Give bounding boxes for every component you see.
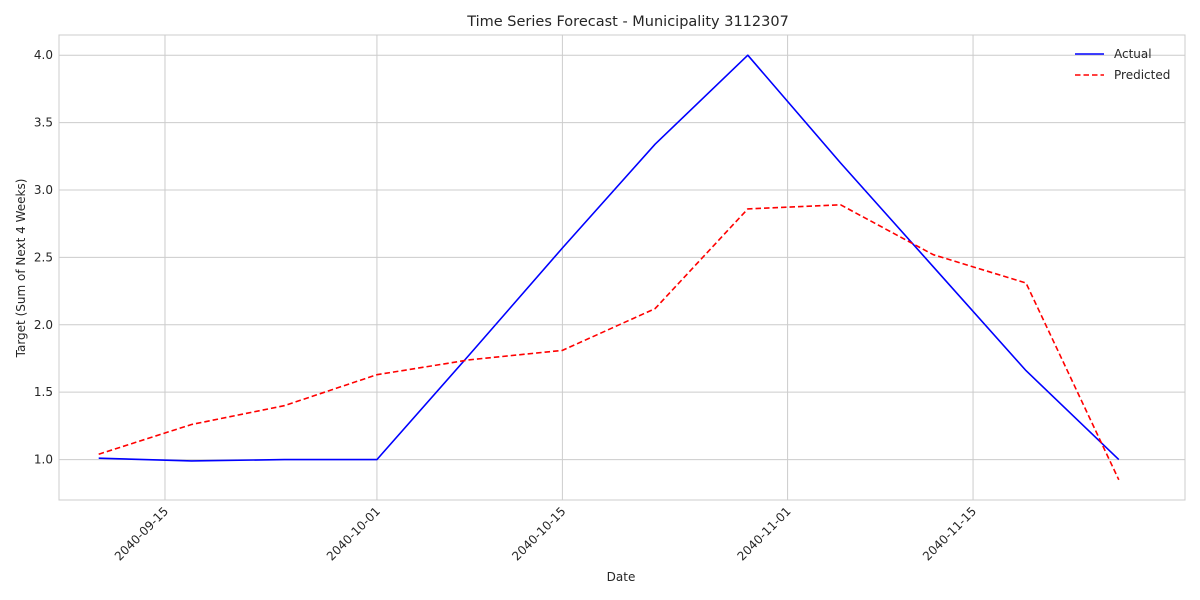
x-tick-label: 2040-10-15 <box>509 504 568 563</box>
y-tick-label: 3.0 <box>34 183 53 197</box>
y-axis-label: Target (Sum of Next 4 Weeks) <box>14 179 28 359</box>
y-tick-label: 2.5 <box>34 250 53 264</box>
x-tick-label: 2040-09-15 <box>112 504 171 563</box>
y-axis-ticks: 1.0 1.5 2.0 2.5 3.0 3.5 4.0 <box>34 48 53 466</box>
y-tick-label: 4.0 <box>34 48 53 62</box>
series-lines <box>98 54 1120 481</box>
series-line-actual <box>98 54 1120 462</box>
x-tick-label: 2040-10-01 <box>324 504 383 563</box>
legend: Actual Predicted <box>1075 47 1170 82</box>
y-tick-label: 2.0 <box>34 318 53 332</box>
y-tick-label: 3.5 <box>34 116 53 130</box>
chart-title: Time Series Forecast - Municipality 3112… <box>466 14 789 30</box>
x-tick-label: 2040-11-15 <box>920 504 979 563</box>
x-axis-ticks: 2040-09-15 2040-10-01 2040-10-15 2040-11-01… <box>112 504 979 563</box>
x-tick-label: 2040-11-01 <box>734 504 793 563</box>
y-tick-label: 1.5 <box>34 385 53 399</box>
grid-lines <box>59 35 1185 500</box>
plot-area-frame <box>58 34 1186 501</box>
legend-label-actual: Actual <box>1114 47 1152 61</box>
y-tick-label: 1.0 <box>34 453 53 467</box>
series-line-predicted <box>98 204 1120 481</box>
legend-label-predicted: Predicted <box>1114 68 1170 82</box>
x-axis-label: Date <box>607 570 636 584</box>
